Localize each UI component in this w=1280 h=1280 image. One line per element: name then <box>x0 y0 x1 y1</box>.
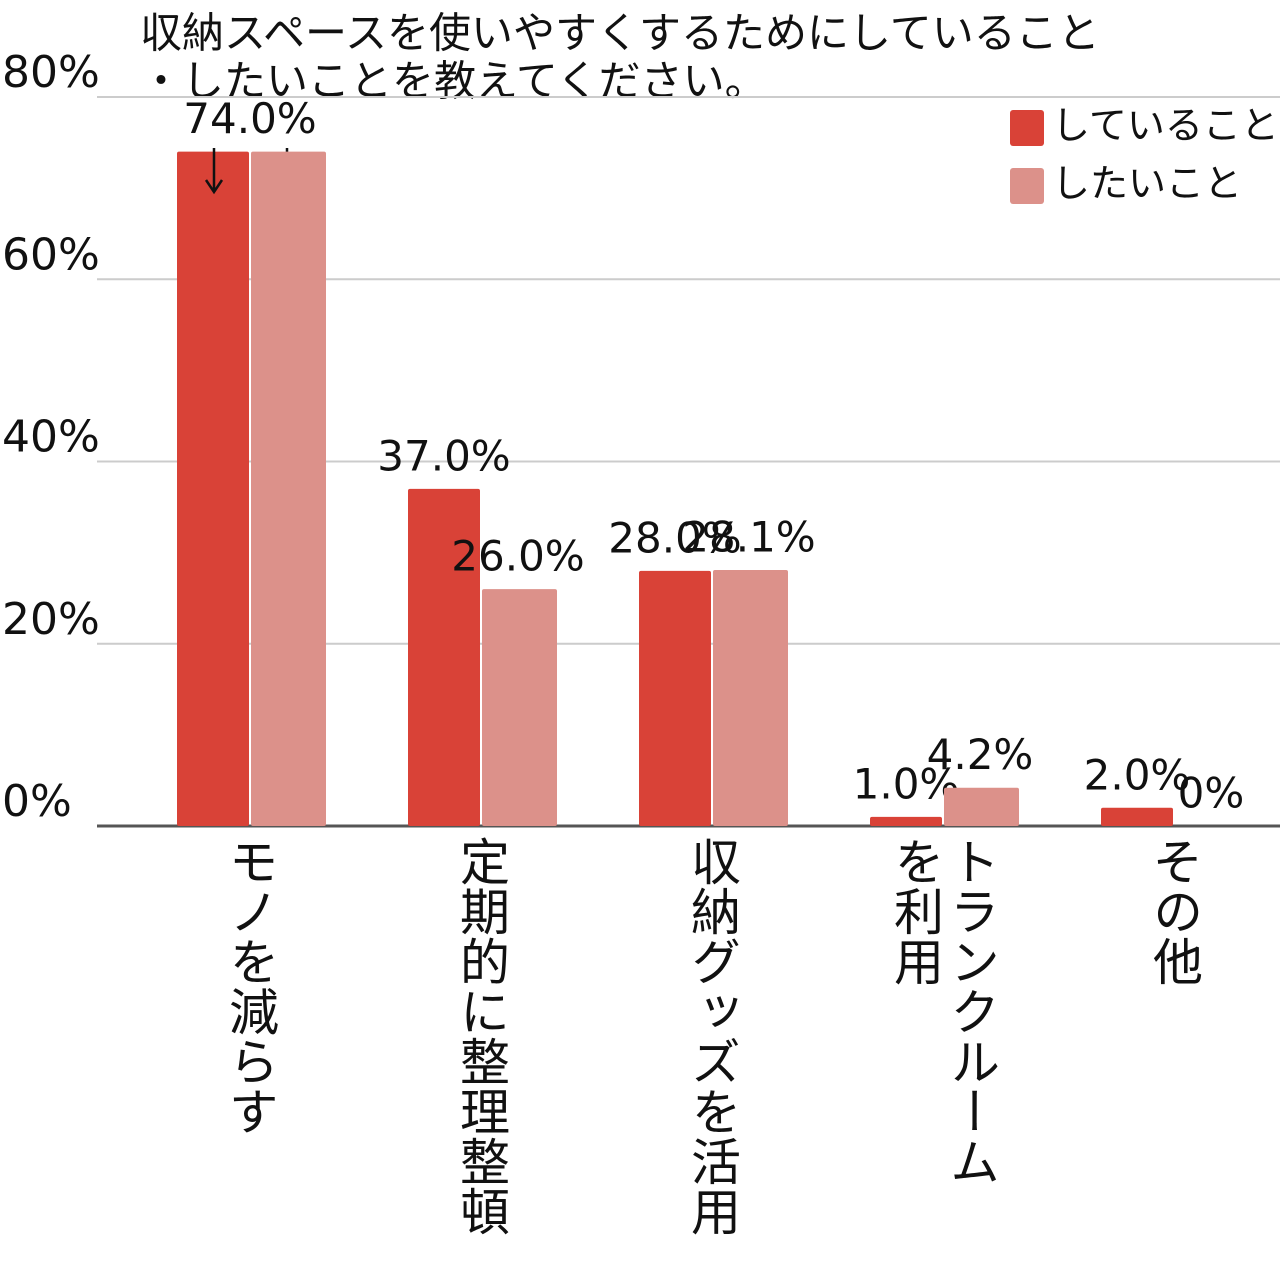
legend-label: したいこと <box>1052 162 1242 206</box>
arrow <box>204 148 224 195</box>
x-tick-label: 収納グッズを活用 <box>683 836 741 1236</box>
bar <box>251 151 326 827</box>
bar <box>408 488 480 826</box>
legend-label: していること <box>1052 104 1279 148</box>
bar <box>1101 807 1173 826</box>
y-tick-label: 20% <box>2 594 100 645</box>
y-tick-label: 80% <box>2 47 100 98</box>
data-label: 28.0% <box>608 513 741 562</box>
data-label: 0% <box>1178 769 1245 818</box>
data-label: 74.0% <box>183 94 316 143</box>
bar <box>639 570 711 826</box>
bar <box>177 151 249 827</box>
legend-swatch <box>1010 110 1044 146</box>
data-label: 26.0% <box>451 532 584 581</box>
data-label: 37.0% <box>377 431 510 480</box>
x-tick-label: モノを減らす <box>221 836 279 1136</box>
y-tick-label: 0% <box>2 776 72 827</box>
x-tick-label: トランクルームを利用 <box>886 836 1000 1186</box>
data-label: 4.2% <box>927 730 1034 779</box>
data-label: 2.0% <box>1084 750 1191 799</box>
bar <box>870 816 942 826</box>
x-tick-label: その他 <box>1145 836 1203 986</box>
bar <box>482 589 557 826</box>
chart-title: 収納スペースを使いやすくするためにしていること <box>140 9 1100 58</box>
bar <box>713 569 788 826</box>
bar <box>944 787 1019 826</box>
legend-swatch <box>1010 168 1044 204</box>
data-label: 28.1% <box>682 512 815 561</box>
y-tick-label: 60% <box>2 229 100 280</box>
data-label: 1.0% <box>853 759 960 808</box>
x-tick-label: 定期的に整理整頓 <box>452 836 510 1236</box>
y-tick-label: 40% <box>2 412 100 463</box>
